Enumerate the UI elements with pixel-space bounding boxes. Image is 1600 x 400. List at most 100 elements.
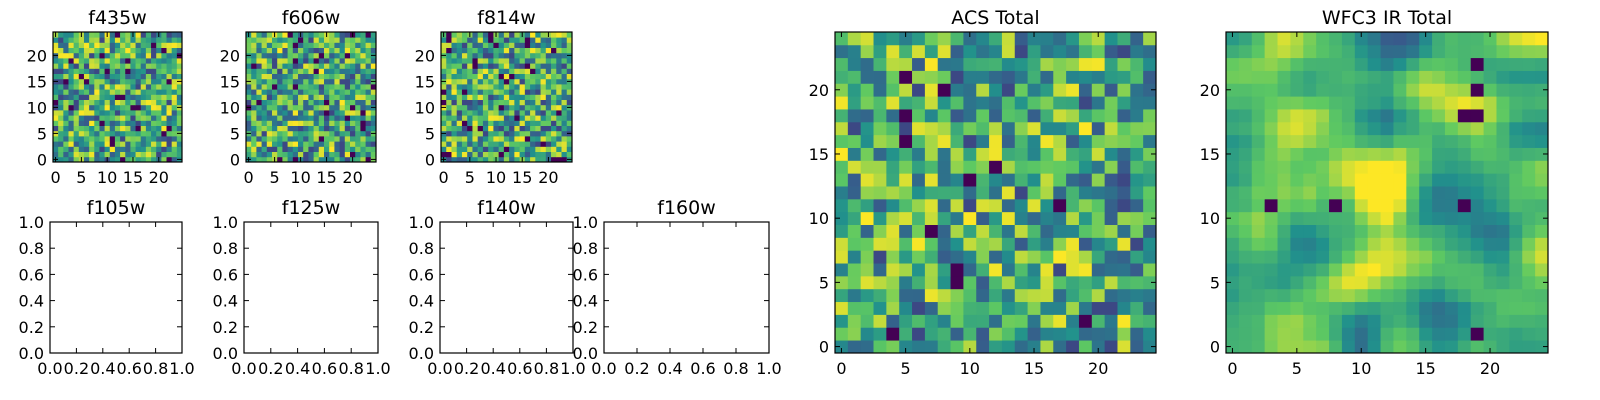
heatmap-cell — [1316, 250, 1330, 264]
heatmap-cell — [109, 94, 116, 100]
heatmap-cell — [912, 237, 926, 251]
heatmap-cell — [1264, 224, 1278, 238]
heatmap-cell — [561, 37, 568, 43]
heatmap-cell — [1040, 198, 1054, 213]
heatmap-cell — [272, 136, 278, 142]
heatmap-cell — [318, 84, 325, 90]
heatmap-cell — [318, 73, 325, 80]
heatmap-cell — [272, 120, 278, 126]
heatmap-cell — [566, 151, 573, 158]
heatmap-cell — [1277, 121, 1291, 136]
heatmap-cell — [488, 125, 494, 132]
heatmap-cell — [94, 125, 100, 132]
heatmap-cell — [1367, 275, 1381, 290]
heatmap-cell — [171, 120, 178, 126]
x-tick-label: 0 — [1227, 359, 1237, 378]
heatmap-cell — [251, 156, 257, 163]
heatmap-cell — [1014, 186, 1028, 200]
heatmap-cell — [873, 288, 887, 303]
heatmap-cell — [1444, 147, 1459, 161]
heatmap-cell — [1290, 44, 1304, 59]
heatmap-cell — [1509, 198, 1523, 213]
heatmap-cell — [1354, 173, 1369, 187]
heatmap-cell — [266, 115, 273, 121]
heatmap-cell — [566, 141, 573, 147]
heatmap-cell — [1535, 301, 1549, 315]
heatmap-cell — [114, 146, 121, 152]
heatmap-cell — [1406, 44, 1420, 59]
heatmap-cell — [1143, 173, 1157, 187]
heatmap-cell — [140, 73, 147, 80]
heatmap-cell — [835, 160, 849, 174]
heatmap-cell — [344, 52, 351, 59]
heatmap-cell — [246, 120, 252, 126]
heatmap-cell — [370, 89, 377, 95]
heatmap-cell — [1251, 44, 1266, 59]
heatmap-cell — [1078, 44, 1093, 59]
y-tick-label: 15 — [809, 145, 829, 164]
heatmap-cell — [171, 104, 178, 111]
heatmap-cell — [1226, 263, 1240, 277]
heatmap-cell — [540, 130, 547, 137]
heatmap-cell — [1496, 134, 1510, 148]
heatmap-cell — [472, 94, 479, 100]
heatmap-cell — [145, 125, 152, 132]
heatmap-cell — [308, 94, 314, 100]
heatmap-cell — [514, 141, 520, 147]
heatmap-cell — [835, 173, 849, 187]
heatmap-cell — [950, 83, 964, 97]
heatmap-cell — [1226, 327, 1240, 341]
heatmap-cell — [339, 130, 346, 137]
heatmap-cell — [1535, 211, 1549, 225]
heatmap-cell — [318, 110, 325, 116]
heatmap-cell — [83, 32, 90, 38]
heatmap-cell — [1117, 109, 1131, 123]
heatmap-cell — [899, 186, 913, 200]
heatmap-cell — [171, 115, 178, 121]
heatmap-cell — [68, 125, 75, 132]
heatmap-cell — [1130, 275, 1144, 290]
heatmap-cell — [58, 99, 64, 106]
subplot-title: f606w — [282, 7, 341, 29]
heatmap-cell — [1303, 173, 1317, 187]
heatmap-cell — [1419, 32, 1433, 46]
heatmap-cell — [287, 146, 294, 152]
heatmap-cell — [135, 136, 142, 142]
heatmap-cell — [78, 141, 85, 147]
heatmap-cell — [1264, 173, 1278, 187]
heatmap-cell — [1238, 173, 1253, 187]
heatmap-cell — [1264, 288, 1278, 303]
x-tick-label: 10 — [960, 359, 980, 378]
heatmap-cell — [1040, 83, 1054, 97]
heatmap-cell — [1226, 109, 1240, 123]
heatmap-cell — [976, 198, 990, 213]
heatmap-cell — [924, 237, 939, 251]
heatmap-cell — [130, 130, 136, 137]
heatmap-cell — [145, 120, 152, 126]
heatmap-cell — [1226, 57, 1240, 71]
heatmap-cell — [519, 58, 526, 64]
heatmap-cell — [1290, 263, 1304, 277]
heatmap-cell — [365, 125, 372, 132]
heatmap-cell — [99, 94, 105, 100]
heatmap-cell — [835, 96, 849, 110]
heatmap-cell — [344, 58, 351, 64]
heatmap-cell — [282, 78, 288, 85]
heatmap-cell — [272, 52, 278, 59]
heatmap-cell — [1251, 186, 1266, 200]
y-tick-label: 0.6 — [19, 265, 44, 284]
heatmap-cell — [561, 52, 568, 59]
y-tick-label: 0.4 — [573, 292, 598, 311]
heatmap-cell — [1014, 96, 1028, 110]
heatmap-cell — [1457, 314, 1472, 328]
heatmap-cell — [1316, 224, 1330, 238]
heatmap-cell — [545, 94, 552, 100]
x-tick-label: 5 — [270, 168, 280, 187]
heatmap-cell — [109, 141, 116, 147]
heatmap-cell — [1496, 327, 1510, 341]
heatmap-cell — [151, 120, 157, 126]
heatmap-cell — [109, 78, 116, 85]
heatmap-cell — [514, 73, 520, 80]
x-tick-label: 0.2 — [624, 359, 649, 378]
